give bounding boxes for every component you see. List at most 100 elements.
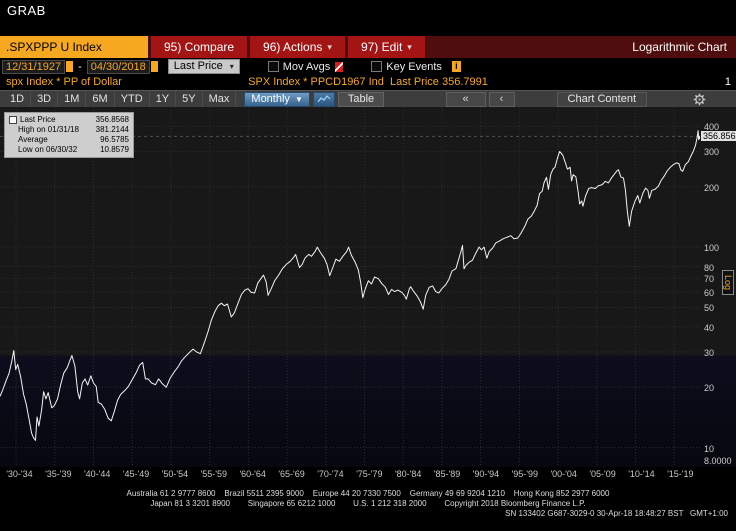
- settings-button[interactable]: [693, 93, 706, 106]
- gear-icon: [693, 93, 706, 105]
- x-axis-label: '30-'34: [6, 469, 33, 479]
- price-chart[interactable]: [0, 107, 700, 467]
- last-price-badge: 356.8568: [701, 131, 736, 141]
- pan-back-button[interactable]: ‹: [488, 91, 515, 107]
- chevron-left-icon: ‹: [499, 93, 504, 105]
- key-events-checkbox[interactable]: [371, 61, 383, 72]
- table-button[interactable]: Table: [337, 91, 385, 107]
- legend-value: 96.5785: [100, 135, 129, 144]
- table-button-label: Table: [347, 93, 375, 105]
- price-line: [0, 130, 700, 441]
- chart-toolbar: 1D 3D 1M 6M YTD 1Y 5Y Max Monthly ▼ Table « ‹ C…: [0, 90, 736, 107]
- mov-avgs-checkbox[interactable]: [267, 61, 279, 72]
- price-type-select[interactable]: Last Price ▾: [167, 59, 240, 74]
- line-chart-icon: [317, 94, 331, 102]
- legend-label: Last Price: [20, 115, 56, 124]
- x-axis-label: '45-'49: [122, 469, 150, 479]
- chart-legend[interactable]: Last Price 356.8568 High on 01/31/18 381.21…: [4, 112, 134, 158]
- range-button-1y[interactable]: 1Y: [150, 91, 177, 107]
- range-button-5y[interactable]: 5Y: [176, 91, 203, 107]
- date-from-input[interactable]: 12/31/1927: [2, 59, 66, 74]
- x-axis-label: '60-'64: [239, 469, 266, 479]
- page-indicator: 1: [724, 76, 731, 88]
- legend-value: 10.8579: [100, 145, 129, 154]
- x-axis-label: '00-'04: [550, 469, 577, 479]
- title-bar: GRAB: [0, 0, 736, 36]
- x-axis-label: '65-'69: [278, 469, 305, 479]
- range-button-max[interactable]: Max: [203, 91, 237, 107]
- range-button-3d[interactable]: 3D: [31, 91, 59, 107]
- legend-label: Low on 06/30/32: [18, 145, 78, 154]
- double-chevron-left-icon: «: [462, 93, 469, 105]
- y-axis: Log 400 300 200 100 80 70 60 50 40 30 20 10 8.0000 35…: [700, 107, 736, 467]
- legend-label: High on 01/31/18: [18, 125, 79, 134]
- y-axis-label: 20: [704, 383, 715, 394]
- y-axis-label: 40: [704, 322, 715, 333]
- period-select[interactable]: Monthly ▼: [244, 91, 310, 107]
- y-axis-label: 60: [704, 287, 715, 298]
- chart-area[interactable]: Last Price 356.8568 High on 01/31/18 381.21…: [0, 107, 736, 467]
- legend-row: High on 01/31/18 381.2144: [9, 125, 129, 135]
- chevron-down-icon: ▾: [407, 41, 412, 52]
- x-axis-label: '15-'19: [667, 469, 694, 479]
- y-axis-label: 200: [704, 182, 720, 193]
- range-button-1m[interactable]: 1M: [58, 91, 87, 107]
- chart-content-button[interactable]: Chart Content: [556, 91, 647, 107]
- y-axis-label: 50: [704, 303, 715, 314]
- chart-type-button[interactable]: [312, 91, 335, 107]
- legend-value: 356.8568: [95, 115, 129, 124]
- legend-row: Average 96.5785: [9, 135, 129, 145]
- chart-content-label: Chart Content: [567, 93, 636, 105]
- log-scale-toggle[interactable]: Log: [722, 270, 734, 296]
- x-axis-label: '35-'39: [45, 469, 72, 479]
- security-title-left: spx Index * PP of Dollar: [6, 76, 122, 88]
- legend-row: Low on 06/30/32 10.8579: [9, 145, 129, 155]
- edit-button-label: 97) Edit: [360, 40, 403, 54]
- footer: Australia 61 2 9777 8600 Brazil 5511 239…: [0, 483, 736, 531]
- chevron-down-icon: ▾: [327, 41, 332, 52]
- actions-button[interactable]: 96) Actions ▾: [250, 36, 345, 58]
- legend-label: Average: [18, 135, 48, 144]
- x-axis-label: '75-'79: [356, 469, 383, 479]
- y-axis-label: 100: [704, 243, 720, 254]
- mov-avgs-group: Mov Avgs: [267, 60, 344, 73]
- security-title-bar: spx Index * PP of Dollar SPX Index * PPC…: [0, 75, 736, 90]
- y-axis-label: 8.0000: [704, 456, 732, 466]
- x-axis-label: '40-'44: [83, 469, 111, 479]
- compare-button[interactable]: 95) Compare: [151, 36, 248, 58]
- gridlines: [0, 107, 700, 467]
- x-axis-label: '50-'54: [161, 469, 189, 479]
- x-axis-label: '95-'99: [511, 469, 539, 479]
- range-button-6m[interactable]: 6M: [86, 91, 115, 107]
- pan-back-all-button[interactable]: «: [445, 91, 486, 107]
- date-to-input[interactable]: 04/30/2018: [86, 59, 150, 74]
- security-title-center: SPX Index * PPCD1967 Ind Last Price 356.…: [248, 76, 488, 88]
- footer-contact-line: Japan 81 3 3201 8900 Singapore 65 6212 1…: [150, 499, 586, 508]
- command-bar: .SPXPPP U Index 95) Compare 96) Actions …: [0, 36, 736, 58]
- chevron-down-icon: ▾: [229, 62, 234, 71]
- footer-contact-line: Australia 61 2 9777 8600 Brazil 5511 239…: [126, 489, 610, 498]
- mov-avgs-indicator-icon: [335, 61, 344, 72]
- calendar-icon[interactable]: [150, 61, 158, 72]
- legend-swatch-icon: [9, 116, 17, 124]
- x-axis-label: '90-'94: [472, 469, 500, 479]
- key-events-group: Key Events i: [371, 61, 461, 73]
- edit-button[interactable]: 97) Edit ▾: [347, 36, 425, 58]
- x-axis-label: '85-'89: [433, 469, 461, 479]
- footer-serial-line: SN 133402 G687-3029-0 30-Apr-18 18:48:27…: [505, 509, 728, 518]
- range-button-ytd[interactable]: YTD: [115, 91, 150, 107]
- price-type-value: Last Price: [173, 60, 223, 72]
- x-axis-label: '55-'59: [200, 469, 228, 479]
- x-axis-label: '80-'84: [394, 469, 422, 479]
- x-axis-label: '70-'74: [317, 469, 344, 479]
- compare-button-label: 95) Compare: [164, 40, 235, 54]
- mov-avgs-label: Mov Avgs: [282, 60, 331, 73]
- chart-mode-title: Logarithmic Chart: [632, 40, 727, 54]
- calendar-icon[interactable]: [66, 61, 74, 72]
- ticker-input[interactable]: .SPXPPP U Index: [0, 36, 148, 58]
- info-icon[interactable]: i: [451, 61, 461, 72]
- range-button-1d[interactable]: 1D: [4, 91, 32, 107]
- y-axis-label: 300: [704, 147, 720, 158]
- x-axis-label: '05-'09: [589, 469, 616, 479]
